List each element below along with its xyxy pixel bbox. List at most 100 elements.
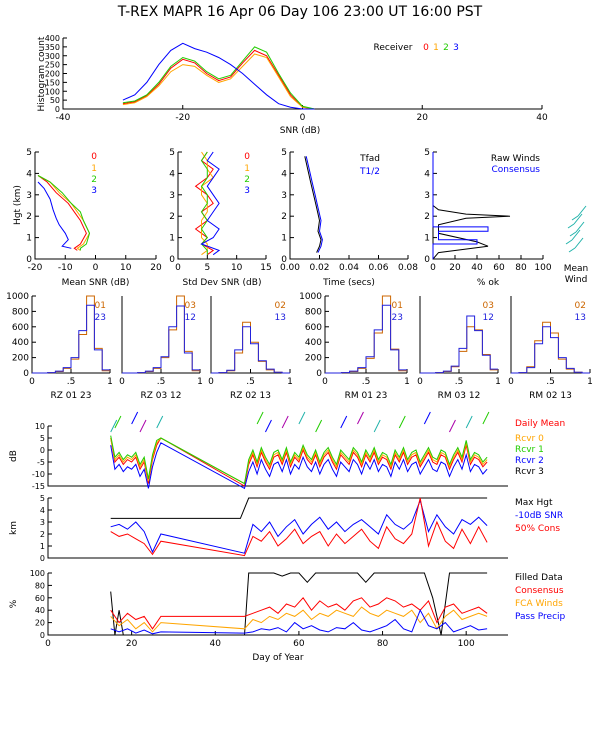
pair-hist-5-legend-a: 02 bbox=[575, 301, 586, 311]
pair-hist-0-legend-b: 23 bbox=[95, 313, 106, 323]
max-hgt-ytick-label: 3 bbox=[40, 518, 45, 527]
histogram-ytick-label: 300 bbox=[45, 52, 60, 61]
histogram-xtick-label: 0 bbox=[300, 113, 306, 123]
filled-data-series-0 bbox=[110, 572, 488, 636]
std-snr-xtick-label: 0 bbox=[175, 263, 181, 273]
filled-data-legend-item: Consensus bbox=[515, 586, 564, 596]
histogram-ytick-label: 150 bbox=[45, 78, 60, 87]
pct-ok-ytick-label: 2 bbox=[424, 212, 430, 222]
max-hgt-ytick-label: 1 bbox=[40, 542, 45, 551]
time-xtick-label: 0.06 bbox=[368, 263, 388, 273]
pair-hist-4-legend-a: 03 bbox=[483, 301, 494, 311]
mean-snr-xtick-label: 20 bbox=[150, 263, 162, 273]
pair-hist-0-ytick-label: 800 bbox=[12, 307, 29, 317]
daily-wind-barb bbox=[398, 415, 406, 429]
pair-hist-0-ytick-label: 600 bbox=[12, 323, 29, 333]
daily-mean-legend-item: Rcvr 0 bbox=[515, 434, 544, 444]
pair-hist-0-ytick-label: 400 bbox=[12, 338, 29, 348]
pair-hist-1-xtick-label: 1 bbox=[197, 377, 203, 387]
max-hgt-series-2 bbox=[110, 497, 488, 557]
time-ytick-label: 2 bbox=[281, 212, 287, 222]
histogram-legend-0: 0 bbox=[423, 43, 429, 53]
pct-ok-series-0 bbox=[432, 152, 511, 260]
histogram-xtick-label: -40 bbox=[56, 113, 71, 123]
time-series-1 bbox=[305, 156, 323, 253]
histogram-ytick-label: 250 bbox=[45, 61, 60, 70]
pair-hist-0-xtick-label: 1 bbox=[107, 377, 113, 387]
pair-hist-4-bars-b bbox=[420, 315, 498, 374]
mean-snr-ytick-label: 4 bbox=[26, 169, 32, 179]
filled-data-series-3 bbox=[110, 609, 488, 635]
daily-mean-ytick-label: -15 bbox=[32, 482, 45, 491]
histogram-series-3 bbox=[122, 42, 315, 110]
mean-snr-series-1 bbox=[37, 175, 91, 251]
pct-ok-ytick-label: 0 bbox=[424, 255, 430, 265]
max-hgt-ytick-label: 4 bbox=[40, 506, 45, 515]
pct-ok-xtick-label: 100 bbox=[534, 263, 551, 273]
pair-hist-3-ytick-label: 400 bbox=[305, 338, 322, 348]
pair-hist-1-bars-b bbox=[122, 305, 200, 374]
histogram-ylabel: Histogram count bbox=[37, 36, 47, 111]
daily-wind-barb bbox=[131, 411, 139, 425]
daily-wind-barb bbox=[298, 411, 306, 425]
daily-mean-ytick-label: 10 bbox=[35, 422, 45, 431]
histogram-xlabel: SNR (dB) bbox=[280, 126, 320, 136]
histogram-ytick-label: 200 bbox=[45, 70, 60, 79]
pair-hist-3-xtick-label: .5 bbox=[362, 377, 371, 387]
mean-wind-label: Mean bbox=[564, 264, 589, 274]
mean-snr-ytick-label: 2 bbox=[26, 212, 32, 222]
histogram-legend-title: Receiver bbox=[374, 43, 413, 53]
filled-data-legend-item: Filled Data bbox=[515, 573, 563, 583]
daily-mean-ylabel: dB bbox=[9, 450, 19, 462]
mean-snr-xtick-label: -10 bbox=[58, 263, 73, 273]
pair-hist-0-xtick-label: 0 bbox=[29, 377, 35, 387]
mean-snr-xtick-label: 0 bbox=[93, 263, 99, 273]
filled-data-ytick-label: 40 bbox=[35, 606, 45, 615]
histogram-xtick-label: 20 bbox=[417, 113, 429, 123]
pct-ok-xtick-label: 20 bbox=[449, 263, 461, 273]
filled-data-xtick-label: 100 bbox=[458, 639, 475, 649]
pair-hist-3-legend-b: 23 bbox=[392, 313, 403, 323]
histogram-series-2 bbox=[122, 46, 315, 110]
max-hgt-legend-item: -10dB SNR bbox=[515, 511, 563, 521]
pair-hist-2-xtick-label: 1 bbox=[287, 377, 293, 387]
std-snr-series-3 bbox=[200, 151, 221, 256]
histogram-series-1 bbox=[122, 53, 315, 110]
mean-wind-barb bbox=[574, 237, 584, 249]
pair-hist-1-legend-b: 12 bbox=[185, 313, 196, 323]
mean-snr-series-0 bbox=[37, 175, 87, 251]
pair-hist-0-xtick-label: .5 bbox=[67, 377, 76, 387]
figure-title: T-REX MAPR 16 Apr 06 Day 106 23:00 UT 16… bbox=[117, 4, 483, 20]
mean-wind-barb bbox=[568, 247, 576, 253]
mean-snr-legend-item: 2 bbox=[91, 175, 97, 185]
time-legend-item: T1/2 bbox=[359, 167, 380, 177]
pair-hist-2-label: RZ 02 13 bbox=[230, 391, 271, 401]
pct-ok-ytick-label: 3 bbox=[424, 191, 430, 201]
pair-hist-1-legend-a: 03 bbox=[185, 301, 196, 311]
std-snr-ytick-label: 1 bbox=[169, 234, 175, 244]
std-snr-ytick-label: 4 bbox=[169, 169, 175, 179]
mean-snr-ytick-label: 0 bbox=[26, 255, 32, 265]
time-ytick-label: 0 bbox=[281, 255, 287, 265]
daily-mean-legend-item: Rcvr 2 bbox=[515, 456, 544, 466]
pair-hist-2-bars-b bbox=[211, 326, 290, 374]
pair-hist-0-label: RZ 01 23 bbox=[50, 391, 91, 401]
pair-hist-5-xtick-label: 1 bbox=[587, 377, 593, 387]
pair-hist-2-legend-b: 13 bbox=[275, 313, 286, 323]
filled-data-series-2 bbox=[110, 606, 488, 633]
mean-snr-ylabel: Hgt (km) bbox=[13, 185, 23, 225]
pair-hist-4-xtick-label: 1 bbox=[495, 377, 501, 387]
pct-ok-xlabel: % ok bbox=[477, 278, 500, 288]
time-xtick-label: 0.08 bbox=[398, 263, 418, 273]
time-xtick-label: 0.04 bbox=[339, 263, 359, 273]
histogram-axes bbox=[62, 38, 542, 110]
daily-wind-barb bbox=[139, 419, 147, 433]
pct-ok-series-1 bbox=[432, 152, 489, 259]
pair-hist-3-legend-a: 01 bbox=[392, 301, 403, 311]
std-snr-ytick-label: 3 bbox=[169, 191, 175, 201]
std-snr-xtick-label: 15 bbox=[260, 263, 271, 273]
daily-wind-barb bbox=[256, 411, 264, 425]
histogram-series-0 bbox=[122, 49, 315, 110]
pair-hist-4-legend-b: 12 bbox=[483, 313, 494, 323]
time-ytick-label: 5 bbox=[281, 148, 287, 158]
